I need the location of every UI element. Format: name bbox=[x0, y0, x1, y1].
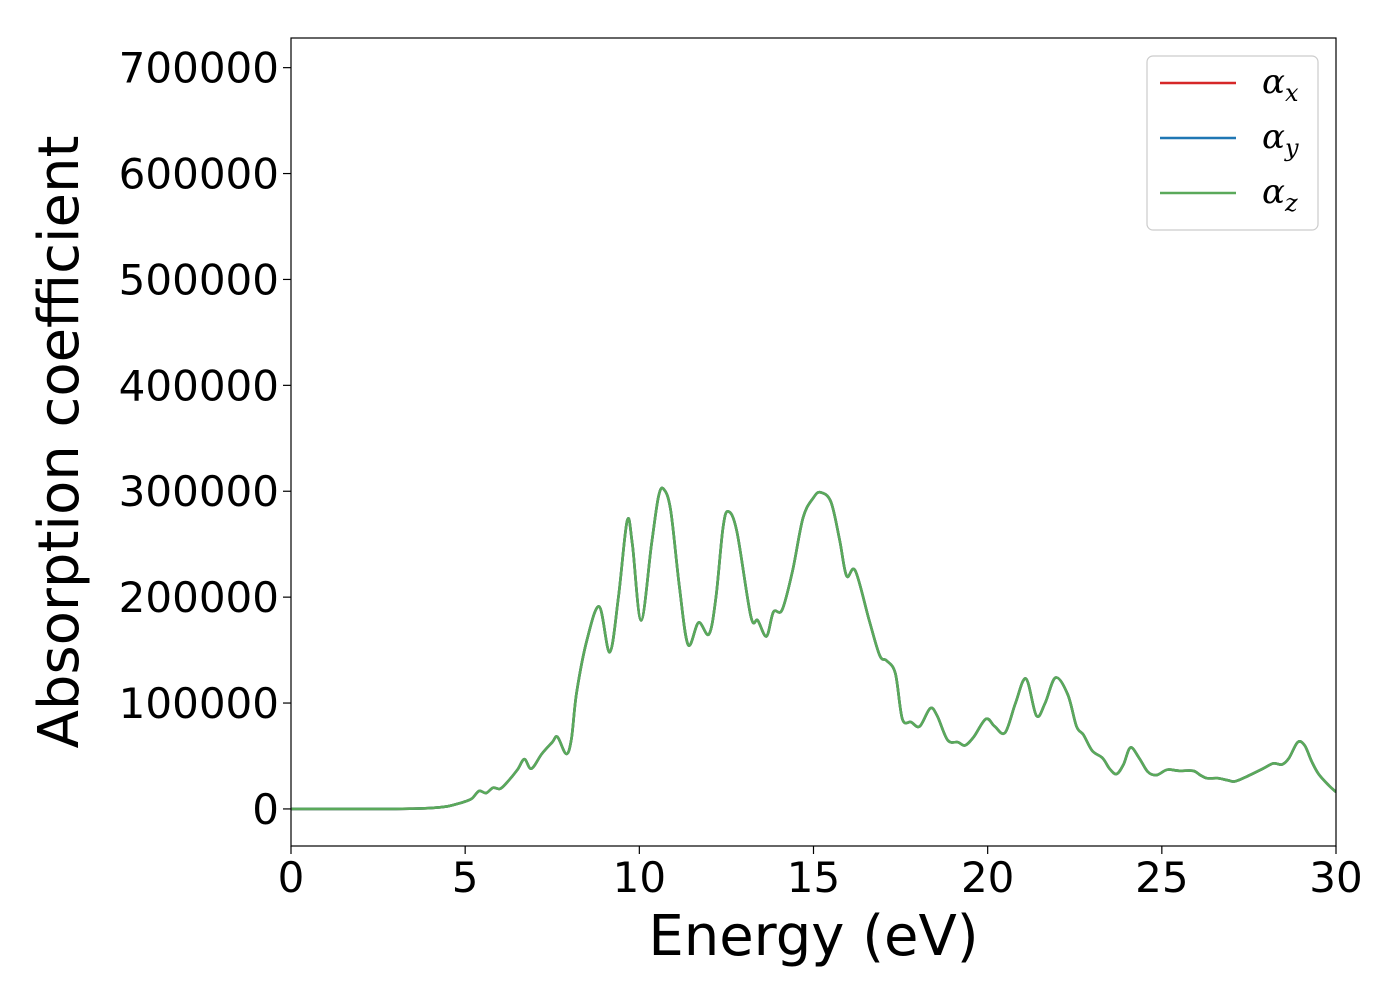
axis-ticks: 0 5 10 15 20 25 30 0 100000 200000 300000 400000 500… bbox=[119, 44, 1363, 902]
legend-box bbox=[1146, 55, 1319, 231]
y-tick-label: 700000 bbox=[119, 44, 279, 93]
y-axis-label: Absorption coefficient bbox=[27, 136, 92, 749]
y-tick-label: 300000 bbox=[119, 467, 279, 516]
legend-label-alpha-y: αy bbox=[1262, 117, 1299, 162]
legend-label-alpha-x: αx bbox=[1262, 62, 1299, 107]
x-tick-label: 0 bbox=[278, 853, 305, 902]
x-axis-label: Energy (eV) bbox=[648, 904, 978, 969]
y-tick-label: 100000 bbox=[119, 679, 279, 728]
series-line-alpha-x bbox=[291, 486, 1336, 811]
x-tick-label: 25 bbox=[1135, 853, 1188, 902]
legend: αx αy αz bbox=[1146, 55, 1319, 231]
legend-label-alpha-z: αz bbox=[1262, 172, 1298, 217]
x-tick-label: 15 bbox=[787, 853, 840, 902]
y-tick-label: 500000 bbox=[119, 255, 279, 304]
y-tick-label: 600000 bbox=[119, 150, 279, 199]
x-tick-label: 5 bbox=[452, 853, 479, 902]
series-line-alpha-z bbox=[291, 486, 1336, 811]
y-tick-label: 400000 bbox=[119, 361, 279, 410]
x-tick-label: 30 bbox=[1309, 853, 1362, 902]
x-tick-label: 20 bbox=[961, 853, 1014, 902]
x-tick-label: 10 bbox=[613, 853, 666, 902]
y-tick-label: 200000 bbox=[119, 573, 279, 622]
y-tick-label: 0 bbox=[252, 785, 279, 834]
series-lines bbox=[291, 486, 1336, 811]
series-line-alpha-y bbox=[291, 486, 1336, 811]
